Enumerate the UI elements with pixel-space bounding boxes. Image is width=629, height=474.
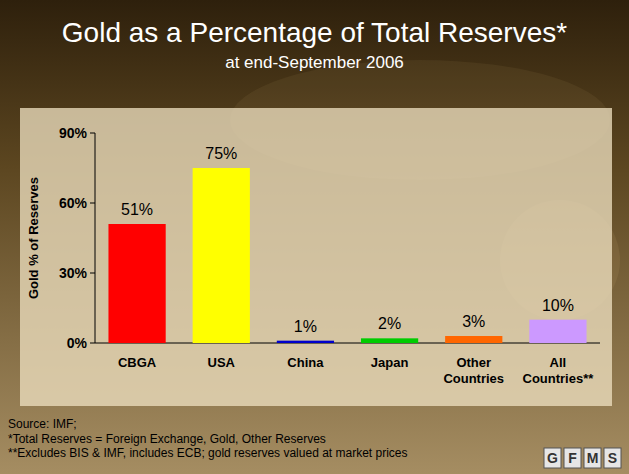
logo-box: [604, 448, 621, 468]
bar: [529, 320, 586, 343]
x-tick-label: China: [287, 355, 324, 370]
bars: [108, 168, 586, 343]
source: Source: IMF;: [8, 417, 77, 431]
logo-letter: M: [587, 450, 599, 466]
title: Gold as a Percentage of Total Reserves*: [62, 17, 567, 48]
data-label: 3%: [462, 313, 485, 330]
y-tick-label: 0%: [67, 335, 88, 351]
logo-text: GFMS: [547, 450, 617, 466]
chart: Gold as a Percentage of Total Reserves* a…: [0, 0, 629, 474]
logo-letter: F: [568, 450, 577, 466]
background: [0, 0, 629, 474]
x-tick-label: USA: [208, 355, 236, 370]
y-tick: [90, 133, 95, 134]
data-label: 51%: [121, 201, 153, 218]
subtitle: at end-September 2006: [225, 53, 404, 72]
y-tick: [90, 343, 95, 344]
footnote: **Excludes BIS & IMF, includes ECB; gold…: [8, 446, 408, 460]
bar: [445, 336, 502, 343]
y-tick-label: 30%: [59, 265, 88, 281]
data-label: 10%: [542, 297, 574, 314]
plot-panel: [20, 108, 612, 406]
data-label: 75%: [205, 145, 237, 162]
x-tick-label: OtherCountries: [443, 355, 504, 386]
logo-box: [564, 448, 581, 468]
y-tick: [90, 203, 95, 204]
logo-box: [584, 448, 601, 468]
x-tick-label: Japan: [371, 355, 409, 370]
label-line: Other: [456, 355, 491, 370]
label-line: Countries**: [523, 371, 595, 386]
y-tick-label: 60%: [59, 195, 88, 211]
footnote: *Total Reserves = Foreign Exchange, Gold…: [8, 432, 326, 446]
y-axis: [95, 133, 96, 343]
y-axis-title: Gold % of Reserves: [26, 177, 41, 299]
bar: [277, 341, 334, 343]
logo-letter: S: [608, 450, 617, 466]
logo-box: [544, 448, 561, 468]
bar: [361, 338, 418, 343]
data-label: 2%: [378, 315, 401, 332]
data-label: 1%: [294, 318, 317, 335]
x-tick-label: CBGA: [118, 355, 157, 370]
y-tick: [90, 273, 95, 274]
logo-letter: G: [547, 450, 558, 466]
bar: [108, 224, 165, 343]
label-line: All: [550, 355, 567, 370]
y-tick-label: 90%: [59, 125, 88, 141]
label-line: Countries: [443, 371, 504, 386]
x-axis: [95, 343, 600, 344]
logo: GFMS: [544, 448, 621, 468]
bar: [193, 168, 250, 343]
x-tick-label: AllCountries**: [523, 355, 595, 386]
